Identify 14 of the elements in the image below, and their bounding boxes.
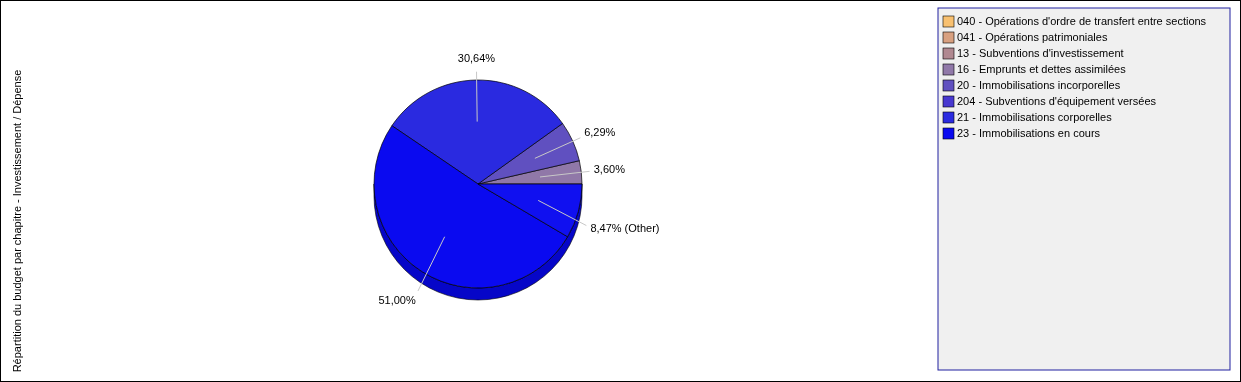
data-label: 51,00% [378,294,416,307]
data-label: 30,64% [457,52,496,65]
legend-label: 041 - Opérations patrimoniales [957,30,1108,43]
legend-label: 13 - Subventions d'investissement [957,46,1124,59]
legend-label: 16 - Emprunts et dettes assimilées [957,62,1127,75]
legend-label: 204 - Subventions d'équipement versées [957,94,1157,107]
legend-label: 20 - Immobilisations incorporelles [957,78,1121,91]
data-label: 3,60% [593,162,626,175]
data-label: 8,47% (Other) [590,221,660,234]
legend-label: 040 - Opérations d'ordre de transfert entre sections [957,14,1207,27]
text: Répartition du budget par chapitre - Investissement / Dépense [10,69,23,373]
data-label: 6,29% [584,125,616,138]
legend-label: 23 - Immobilisations en cours [957,126,1101,139]
legend-label: 21 - Immobilisations corporelles [957,110,1113,123]
